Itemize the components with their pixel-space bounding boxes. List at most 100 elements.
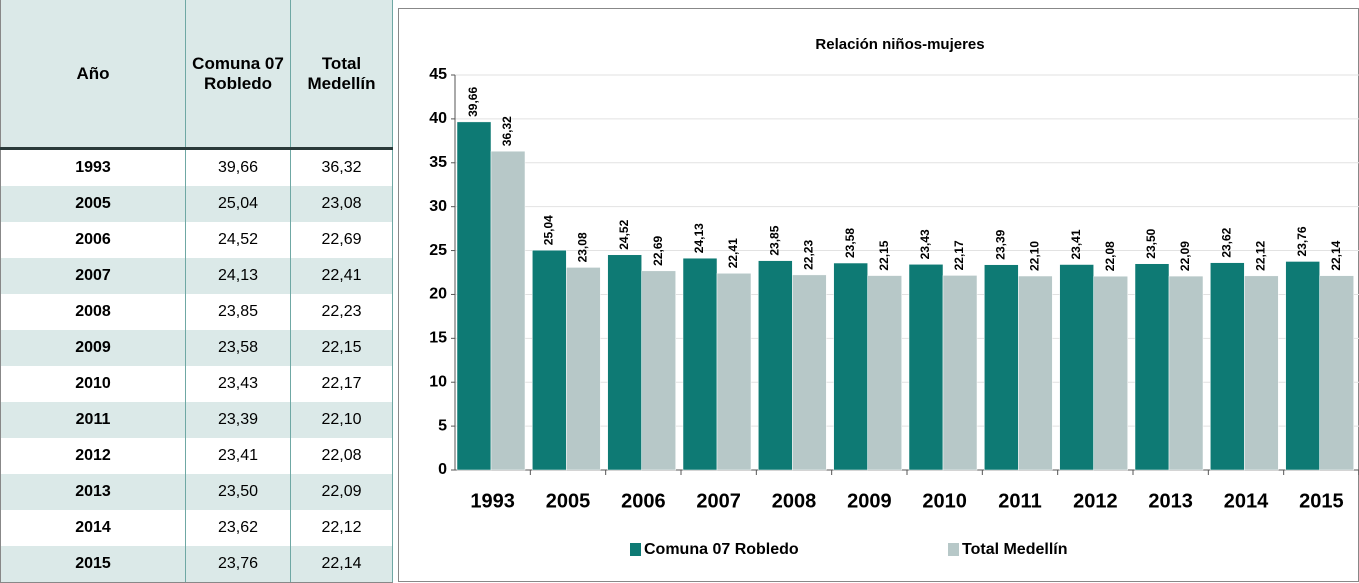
bar bbox=[1319, 275, 1354, 471]
x-tick-label: 2006 bbox=[621, 490, 666, 512]
value-label: 23,39 bbox=[994, 229, 1008, 259]
x-tick-label: 2013 bbox=[1148, 490, 1193, 512]
table-row: 2010 23,43 22,17 bbox=[0, 366, 393, 402]
x-tick-label: 2015 bbox=[1299, 490, 1344, 512]
table-cell: 24,13 bbox=[185, 258, 291, 294]
value-label: 22,23 bbox=[802, 240, 816, 270]
bar bbox=[984, 264, 1019, 471]
y-tick-label: 30 bbox=[429, 198, 447, 215]
value-label: 22,10 bbox=[1028, 241, 1042, 271]
x-tick-label: 1993 bbox=[470, 490, 515, 512]
table-cell: 23,39 bbox=[185, 402, 291, 438]
bar bbox=[942, 275, 978, 471]
x-tick-label: 2009 bbox=[847, 490, 892, 512]
table-cell: 2014 bbox=[0, 510, 186, 546]
value-label: 22,09 bbox=[1178, 241, 1192, 271]
table-cell: 22,08 bbox=[290, 438, 393, 474]
table-cell: 2010 bbox=[0, 366, 186, 402]
legend-label: Total Medellín bbox=[962, 541, 1067, 558]
table-cell: 25,04 bbox=[185, 186, 291, 222]
table-cell: 2013 bbox=[0, 474, 186, 510]
value-label: 22,12 bbox=[1254, 240, 1268, 270]
value-label: 23,08 bbox=[576, 232, 590, 262]
bar bbox=[566, 267, 601, 471]
header-row: Año Comuna 07 Robledo Total Medellín bbox=[0, 0, 393, 150]
table-row: 2015 23,76 22,14 bbox=[0, 546, 393, 583]
bar bbox=[1059, 264, 1094, 471]
header-cell: Total Medellín bbox=[290, 0, 393, 150]
value-label: 39,66 bbox=[466, 87, 480, 117]
chart-title: Relación niños-mujeres bbox=[815, 36, 984, 53]
bar bbox=[1093, 275, 1128, 471]
table-row: 2005 25,04 23,08 bbox=[0, 186, 393, 222]
table-cell: 22,14 bbox=[290, 546, 393, 583]
bar bbox=[716, 273, 752, 471]
table-cell: 22,12 bbox=[290, 510, 393, 546]
table-cell: 23,43 bbox=[185, 366, 291, 402]
header-cell: Comuna 07 Robledo bbox=[185, 0, 291, 150]
table-cell: 23,08 bbox=[290, 186, 393, 222]
bar bbox=[908, 264, 944, 471]
bar bbox=[532, 249, 567, 471]
value-label: 23,41 bbox=[1069, 229, 1083, 259]
table-cell: 24,52 bbox=[185, 222, 291, 258]
legend-marker bbox=[630, 543, 641, 556]
table-cell: 2009 bbox=[0, 330, 186, 366]
table-cell: 22,41 bbox=[290, 258, 393, 294]
table-cell: 2006 bbox=[0, 222, 186, 258]
value-label: 23,76 bbox=[1295, 226, 1309, 256]
x-tick-label: 2012 bbox=[1073, 490, 1118, 512]
table-row: 2006 24,52 22,69 bbox=[0, 222, 393, 258]
value-label: 22,41 bbox=[726, 238, 740, 268]
table-cell: 23,50 bbox=[185, 474, 291, 510]
y-tick-label: 45 bbox=[429, 66, 447, 83]
x-tick-label: 2010 bbox=[922, 490, 967, 512]
bar bbox=[1244, 275, 1279, 471]
table-row: 2007 24,13 22,41 bbox=[0, 258, 393, 294]
data-table: Año Comuna 07 Robledo Total Medellín 199… bbox=[0, 0, 393, 583]
value-label: 23,62 bbox=[1220, 227, 1234, 257]
table-row: 2012 23,41 22,08 bbox=[0, 438, 393, 474]
table-body: 1993 39,66 36,32 2005 25,04 23,08 2006 24,52 22,… bbox=[0, 148, 393, 583]
table-cell: 22,10 bbox=[290, 402, 393, 438]
value-label: 24,13 bbox=[692, 223, 706, 253]
value-label: 25,04 bbox=[542, 215, 556, 245]
header-cell: Año bbox=[0, 0, 186, 150]
value-label: 23,85 bbox=[768, 225, 782, 255]
bar bbox=[1134, 263, 1170, 471]
table-cell: 23,58 bbox=[185, 330, 291, 366]
bar bbox=[1285, 261, 1320, 471]
y-tick-label: 25 bbox=[429, 242, 447, 259]
table-cell: 2008 bbox=[0, 294, 186, 330]
y-tick-label: 10 bbox=[429, 373, 447, 390]
table-cell: 23,85 bbox=[185, 294, 291, 330]
table-row: 2013 23,50 22,09 bbox=[0, 474, 393, 510]
table-cell: 36,32 bbox=[290, 148, 393, 186]
table-row: 2011 23,39 22,10 bbox=[0, 402, 393, 438]
table-row: 2009 23,58 22,15 bbox=[0, 330, 393, 366]
x-tick-label: 2008 bbox=[772, 490, 817, 512]
table-cell: 23,76 bbox=[185, 546, 291, 583]
table-cell: 39,66 bbox=[185, 148, 291, 186]
chart: Relación niños-mujeres 0 5 10 15 20 25 30 35 40 4… bbox=[398, 8, 1359, 582]
value-label: 23,58 bbox=[843, 228, 857, 258]
table-cell: 22,69 bbox=[290, 222, 393, 258]
bar bbox=[758, 260, 793, 471]
y-tick-label: 20 bbox=[429, 286, 447, 303]
x-tick-label: 2005 bbox=[546, 490, 591, 512]
table-row: 2008 23,85 22,23 bbox=[0, 294, 393, 330]
bar bbox=[607, 254, 642, 471]
value-label: 22,15 bbox=[877, 240, 891, 270]
bar bbox=[867, 275, 902, 471]
table-cell: 22,09 bbox=[290, 474, 393, 510]
table-cell: 2015 bbox=[0, 546, 186, 583]
legend-marker bbox=[948, 543, 959, 556]
bar bbox=[490, 150, 526, 471]
x-tick-label: 2014 bbox=[1224, 490, 1269, 512]
bar bbox=[833, 262, 868, 471]
table-cell: 2005 bbox=[0, 186, 186, 222]
value-label: 23,43 bbox=[918, 229, 932, 259]
bar bbox=[1210, 262, 1245, 471]
table-cell: 1993 bbox=[0, 148, 186, 186]
value-label: 22,69 bbox=[651, 235, 665, 265]
